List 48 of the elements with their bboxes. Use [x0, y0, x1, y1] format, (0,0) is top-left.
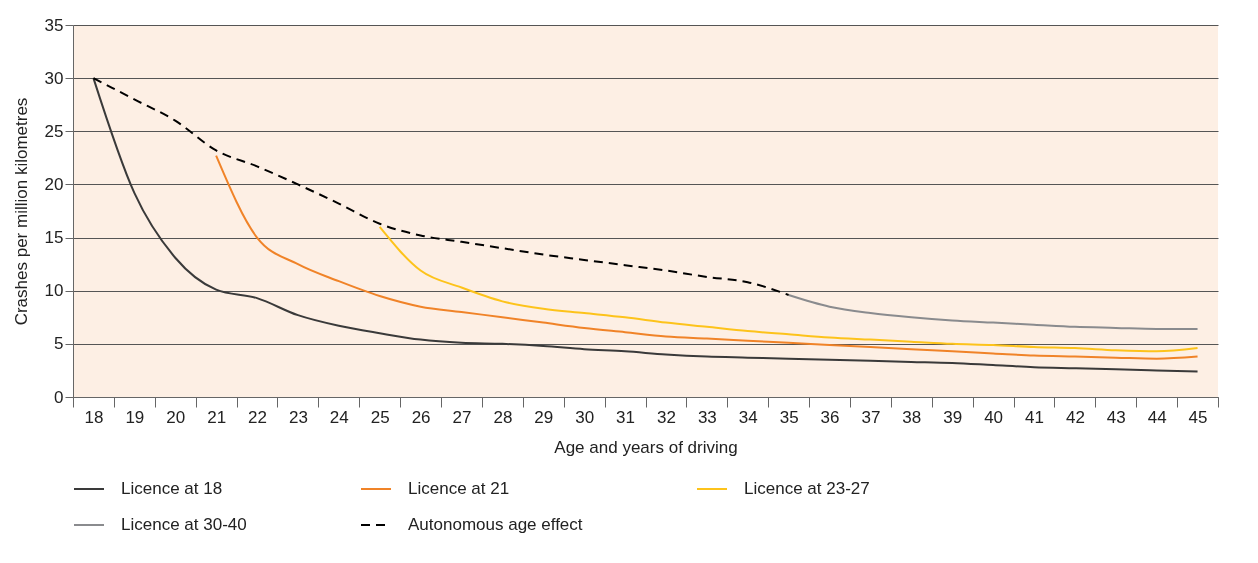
x-tick-label: 27: [452, 407, 472, 427]
line-series: [215, 154, 1199, 360]
x-tick-label: 24: [329, 407, 349, 427]
y-tick-label: 5: [54, 334, 64, 354]
x-tick-label: 23: [288, 407, 308, 427]
x-tick-label: 35: [779, 407, 799, 427]
x-tick-label: 29: [534, 407, 554, 427]
y-tick-label: 20: [44, 174, 64, 194]
legend-label: Autonomous age effect: [408, 515, 583, 534]
y-tick-label: 25: [44, 121, 64, 141]
x-tick-label: 42: [1065, 407, 1085, 427]
line-series: [378, 225, 1199, 353]
legend-label: Licence at 21: [408, 479, 510, 498]
line-series: [92, 77, 790, 296]
x-tick-label: 21: [207, 407, 227, 427]
x-tick-label: 39: [943, 407, 963, 427]
x-tick-label: 33: [697, 407, 717, 427]
y-tick-label: 30: [44, 68, 64, 88]
x-tick-label: 30: [575, 407, 595, 427]
line-series: [92, 77, 1199, 373]
y-tick-label: 15: [44, 228, 64, 248]
x-tick-label: 37: [861, 407, 881, 427]
x-tick-label: 38: [902, 407, 922, 427]
y-tick-label: 0: [54, 387, 64, 407]
y-tick-label: 10: [44, 281, 64, 301]
x-tick-label: 20: [166, 407, 186, 427]
x-tick-label: 18: [84, 407, 104, 427]
x-tick-label: 31: [616, 407, 636, 427]
legend-label: Licence at 23-27: [744, 479, 870, 498]
x-tick-label: 26: [411, 407, 431, 427]
x-tick-label: 36: [820, 407, 840, 427]
x-tick-label: 32: [656, 407, 676, 427]
y-axis-title: Crashes per million kilometres: [11, 97, 31, 326]
x-tick-label: 44: [1147, 407, 1167, 427]
x-tick-label: 28: [493, 407, 513, 427]
legend-label: Licence at 30-40: [121, 515, 247, 534]
x-axis-title: Age and years of driving: [554, 437, 738, 457]
x-tick-label: 43: [1106, 407, 1126, 427]
x-tick-label: 45: [1188, 407, 1208, 427]
legend-label: Licence at 18: [121, 479, 223, 498]
line-series: [787, 293, 1199, 330]
x-tick-label: 19: [125, 407, 145, 427]
x-tick-label: 25: [370, 407, 390, 427]
x-tick-label: 40: [984, 407, 1004, 427]
y-tick-label: 35: [44, 15, 64, 35]
x-tick-label: 41: [1025, 407, 1044, 427]
x-tick-label: 22: [248, 407, 267, 427]
x-tick-label: 34: [738, 407, 758, 427]
